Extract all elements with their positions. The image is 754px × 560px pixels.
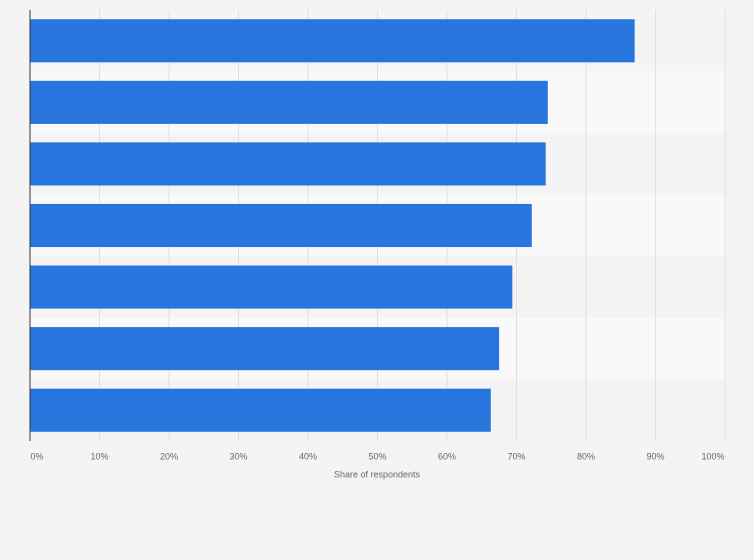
bar xyxy=(30,19,635,63)
x-tick-label: 30% xyxy=(229,451,247,461)
x-tick-label: 50% xyxy=(368,451,386,461)
x-tick-label: 60% xyxy=(438,451,456,461)
bar xyxy=(30,265,513,309)
x-axis-label: Share of respondents xyxy=(334,469,421,479)
x-tick-label: 90% xyxy=(646,451,664,461)
x-tick-label: 10% xyxy=(90,451,108,461)
x-tick-label: 100% xyxy=(701,451,724,461)
x-tick-label: 40% xyxy=(299,451,317,461)
bar xyxy=(30,80,548,124)
x-tick-label: 0% xyxy=(30,451,43,461)
bar xyxy=(30,327,500,371)
bar xyxy=(30,142,546,186)
bar xyxy=(30,203,532,248)
x-tick-label: 20% xyxy=(160,451,178,461)
x-tick-label: 70% xyxy=(507,451,525,461)
x-tick-label: 80% xyxy=(577,451,595,461)
bar xyxy=(30,388,491,432)
